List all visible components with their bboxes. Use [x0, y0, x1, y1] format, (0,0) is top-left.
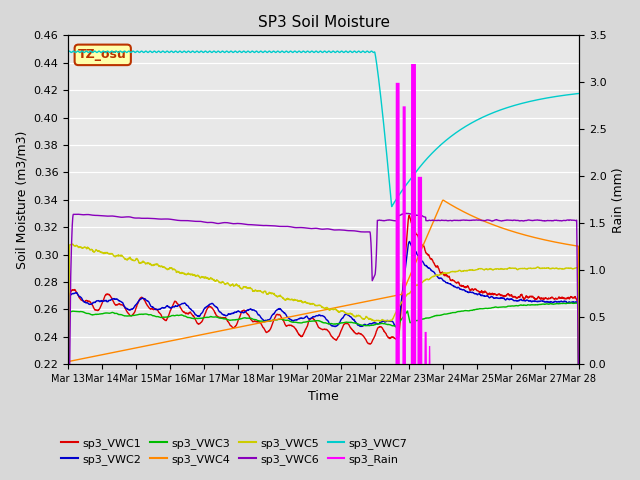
- Y-axis label: Rain (mm): Rain (mm): [612, 167, 625, 233]
- Title: SP3 Soil Moisture: SP3 Soil Moisture: [257, 15, 390, 30]
- Y-axis label: Soil Moisture (m3/m3): Soil Moisture (m3/m3): [15, 131, 28, 269]
- X-axis label: Time: Time: [308, 390, 339, 403]
- Legend: sp3_VWC1, sp3_VWC2, sp3_VWC3, sp3_VWC4, sp3_VWC5, sp3_VWC6, sp3_VWC7, sp3_Rain: sp3_VWC1, sp3_VWC2, sp3_VWC3, sp3_VWC4, …: [57, 433, 412, 469]
- Text: TZ_osu: TZ_osu: [78, 48, 127, 61]
